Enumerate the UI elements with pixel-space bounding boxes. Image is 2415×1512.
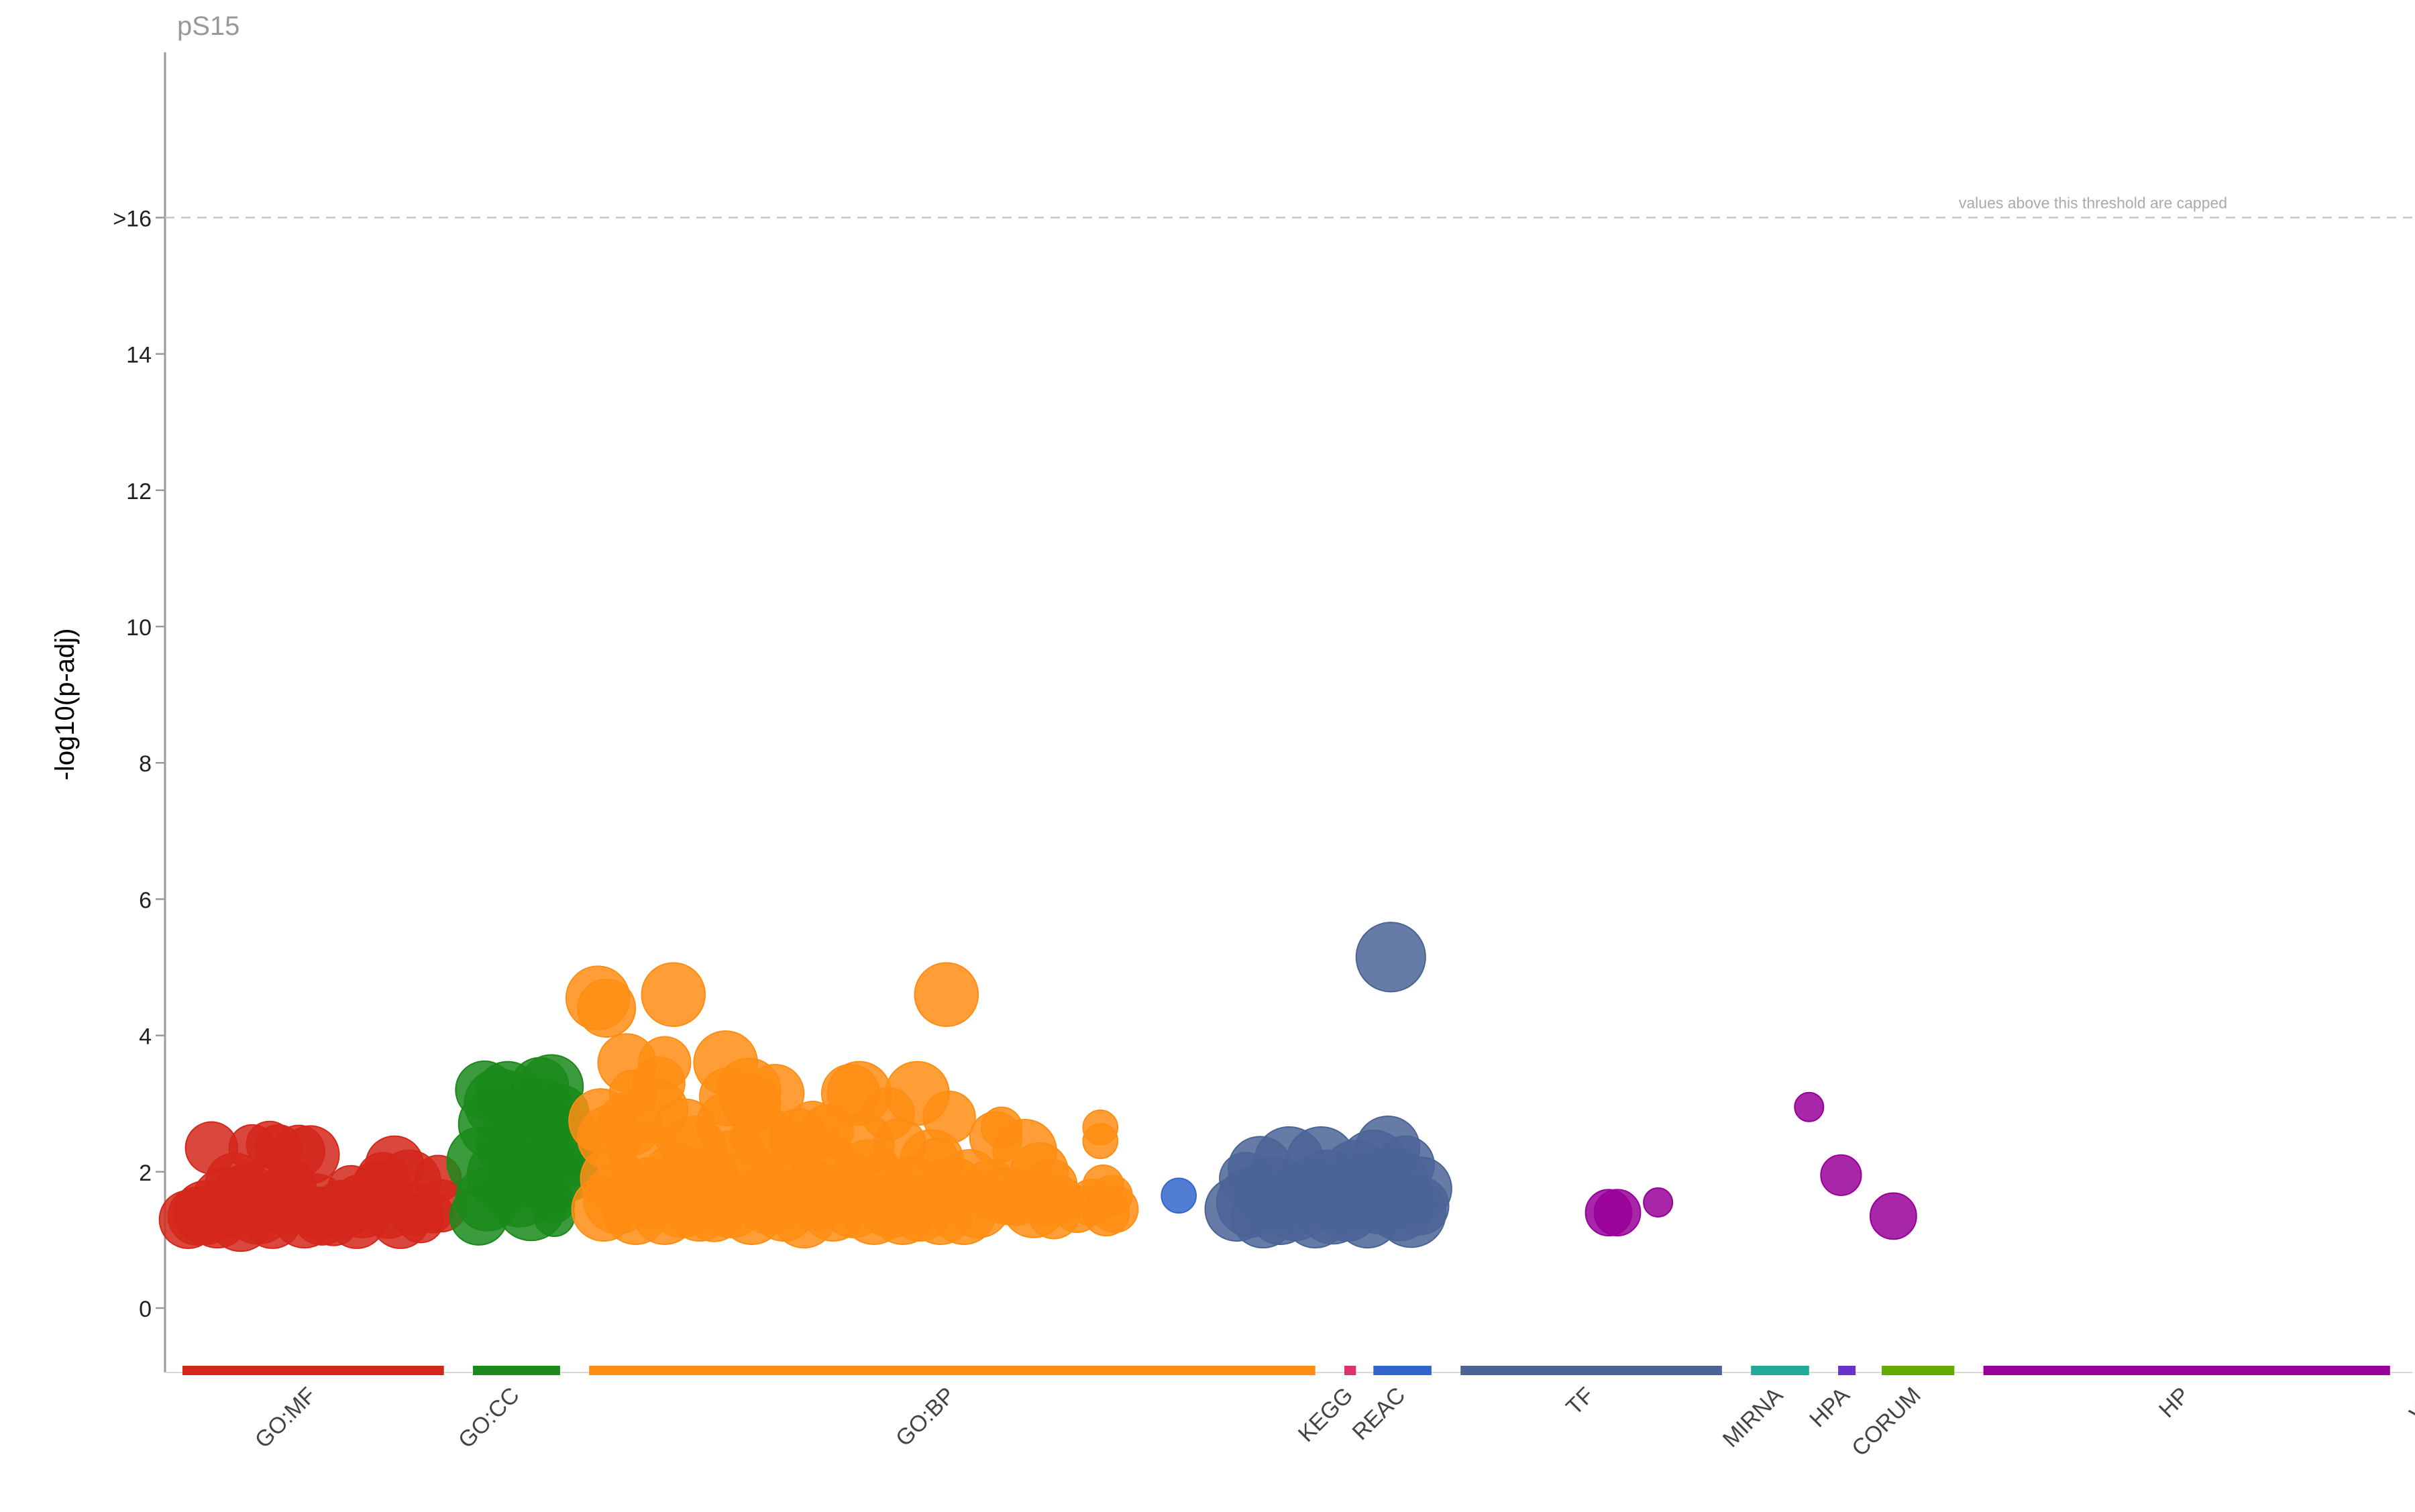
y-axis-label: -log10(p-adj) (50, 629, 80, 781)
source-label: WP (2405, 1383, 2415, 1427)
source-label: TF (1561, 1383, 1599, 1420)
source-label: CORUM (1847, 1383, 1926, 1462)
source-bar (1751, 1366, 1809, 1375)
y-tick-label: 8 (139, 751, 152, 777)
data-point (1082, 1123, 1119, 1159)
source-label: GO:BP (891, 1383, 960, 1452)
source-bar (1344, 1366, 1356, 1375)
source-label: KEGG (1293, 1383, 1358, 1447)
source-label: GO:MF (250, 1383, 321, 1454)
data-point (1820, 1154, 1862, 1196)
data-point (914, 962, 979, 1027)
data-point (1794, 1091, 1825, 1122)
data-point (1161, 1177, 1197, 1214)
data-point (577, 978, 637, 1038)
source-label: HPA (1805, 1383, 1855, 1433)
data-point (1643, 1187, 1674, 1218)
y-tick-label: 2 (139, 1160, 152, 1186)
source-bar (589, 1366, 1316, 1375)
source-label: MIRNA (1718, 1383, 1788, 1453)
data-point (1355, 922, 1426, 993)
source-bar (182, 1366, 444, 1375)
data-point (1593, 1189, 1642, 1237)
chart-title: pS15 (177, 11, 239, 41)
y-axis-ticks: 0 2 4 6 8 10 12 14 >16 (113, 206, 165, 1322)
source-bar (1460, 1366, 1722, 1375)
data-points (158, 922, 1917, 1252)
data-point (1390, 1176, 1450, 1236)
source-bars (182, 1366, 2390, 1375)
source-bar (1882, 1366, 1955, 1375)
y-tick-label: 14 (126, 343, 152, 368)
data-point (922, 1090, 976, 1144)
threshold-label: values above this threshold are capped (1959, 194, 2227, 211)
data-point (641, 962, 706, 1027)
source-bar (1983, 1366, 2390, 1375)
source-label: GO:CC (453, 1383, 525, 1454)
source-label: REAC (1348, 1383, 1411, 1446)
data-point (1091, 1185, 1139, 1234)
data-point (1869, 1192, 1917, 1240)
y-tick-label: 0 (139, 1297, 152, 1322)
y-tick-label: 6 (139, 887, 152, 913)
y-tick-label: 4 (139, 1024, 152, 1050)
source-bar (473, 1366, 560, 1375)
data-point (638, 1036, 692, 1089)
source-bar (1838, 1366, 1856, 1375)
source-bar (1373, 1366, 1432, 1375)
y-tick-label: 10 (126, 615, 152, 641)
y-tick-label: 12 (126, 479, 152, 504)
y-tick-label: >16 (113, 206, 152, 231)
source-label: HP (2154, 1383, 2194, 1423)
